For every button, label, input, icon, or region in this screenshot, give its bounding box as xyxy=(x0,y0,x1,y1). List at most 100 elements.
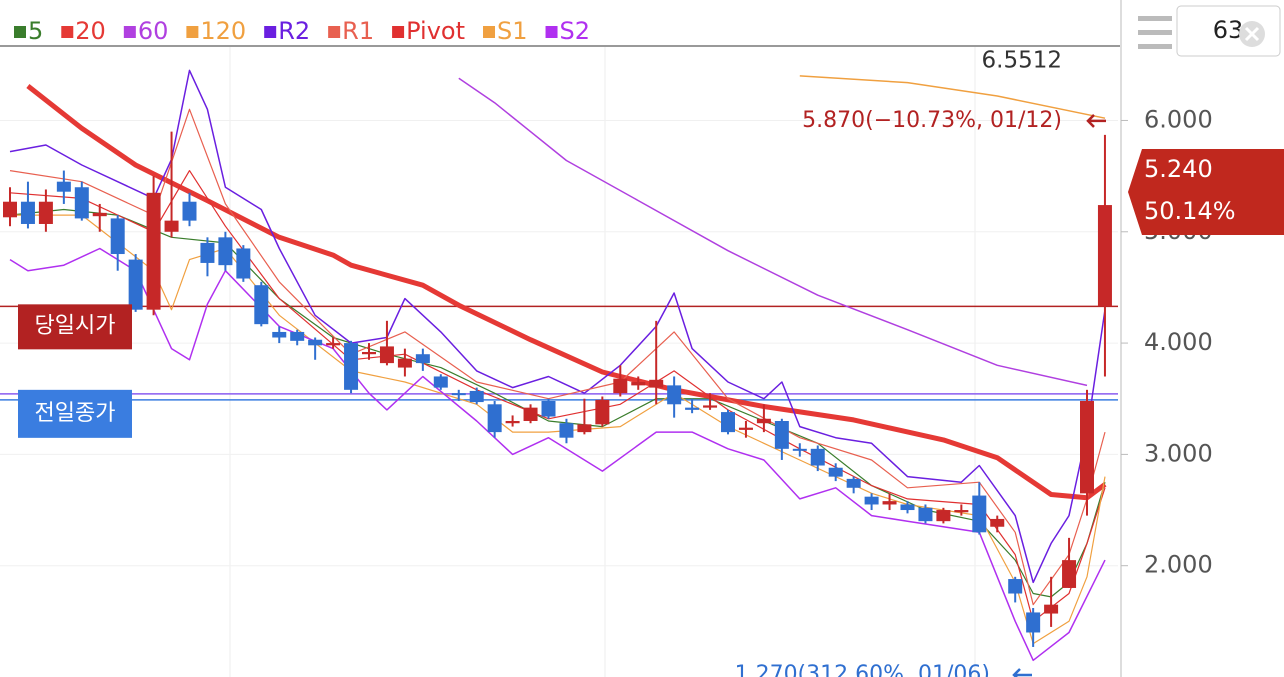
candle-body xyxy=(756,418,771,424)
candle-body xyxy=(990,518,1005,527)
prev-close-label-box xyxy=(18,389,132,438)
candle-body xyxy=(469,390,484,403)
candle-body xyxy=(505,420,520,424)
open-label: 당일시가 xyxy=(35,313,116,338)
candle-body xyxy=(182,201,197,221)
candle-body xyxy=(379,346,394,364)
menu-icon[interactable] xyxy=(1138,16,1172,49)
axis-max-label: 6.5512 xyxy=(982,48,1062,74)
candle-body xyxy=(92,212,107,217)
high-annotation: 5.870(−10.73%, 01/12) xyxy=(802,108,1062,133)
legend-swatch xyxy=(264,26,277,38)
candle-body xyxy=(972,495,987,533)
candle-body xyxy=(703,405,718,408)
candle-body xyxy=(487,404,502,433)
menu-bar xyxy=(1138,30,1172,35)
price-label: 5.240 xyxy=(1144,155,1213,183)
candle-body xyxy=(1097,205,1112,307)
candle-body xyxy=(20,201,35,224)
plot: 2.0003.0004.0005.0006.0006.5512당일시가전일종가5… xyxy=(0,17,1284,677)
y-tick-label: 4.000 xyxy=(1144,328,1213,356)
candle-body xyxy=(397,358,412,368)
candle-body xyxy=(74,187,89,219)
y-tick-label: 2.000 xyxy=(1144,551,1213,579)
series-line xyxy=(9,170,1106,622)
candle-body xyxy=(595,399,610,425)
candle-body xyxy=(810,448,825,466)
high-arrow xyxy=(1086,114,1106,128)
candle-body xyxy=(1062,560,1077,588)
open-label-box xyxy=(18,304,132,350)
legend-label: S1 xyxy=(497,17,528,45)
legend-swatch xyxy=(186,26,199,38)
candle-body xyxy=(792,448,807,451)
legend-label: 20 xyxy=(75,17,106,45)
legend-swatch xyxy=(392,26,405,38)
candle-body xyxy=(236,248,251,279)
series-line xyxy=(26,84,1107,501)
candle-body xyxy=(541,400,556,417)
candle-body xyxy=(433,376,448,388)
candle-body xyxy=(828,467,843,477)
candle-body xyxy=(667,385,682,405)
legend-label: S2 xyxy=(560,17,591,45)
legend-swatch xyxy=(123,26,136,38)
candle-body xyxy=(577,424,592,433)
candle-body xyxy=(1044,604,1059,614)
candle-body xyxy=(38,201,53,224)
legend-label: R1 xyxy=(342,17,374,45)
candle-body xyxy=(631,382,646,386)
candle-body xyxy=(1008,579,1023,594)
menu-bar xyxy=(1138,44,1172,49)
legend-label: Pivot xyxy=(406,17,465,45)
candle-body xyxy=(200,242,215,263)
candle-body xyxy=(362,351,376,355)
prev-close-label: 전일종가 xyxy=(35,401,116,426)
legend-swatch xyxy=(14,26,26,38)
candle-body xyxy=(290,331,305,341)
candle-body xyxy=(164,220,179,232)
candle-body xyxy=(272,331,287,338)
series-line xyxy=(9,247,1106,662)
candle-body xyxy=(1026,612,1041,633)
legend-swatch xyxy=(61,26,74,38)
candle-body xyxy=(110,218,125,255)
series-line xyxy=(799,75,1106,119)
clear-x xyxy=(1244,26,1260,42)
candle-body xyxy=(344,343,359,390)
candle-body xyxy=(846,478,861,488)
candle-body xyxy=(882,501,897,505)
candle-body xyxy=(685,407,700,410)
clear-button[interactable] xyxy=(1239,21,1265,47)
y-tick-label: 6.000 xyxy=(1144,105,1213,133)
price-box xyxy=(1128,149,1284,236)
candle-body xyxy=(900,504,915,511)
candle-body xyxy=(864,496,879,505)
candle-body xyxy=(613,378,628,394)
candle-body xyxy=(56,181,71,192)
candle-body xyxy=(954,510,969,513)
candle-body xyxy=(146,192,161,310)
low-annotation: 1.270(312.60%, 01/06) xyxy=(735,662,990,677)
candle-body xyxy=(326,343,341,346)
candle-body xyxy=(3,201,17,218)
candle-body xyxy=(649,379,664,388)
legend-label: 120 xyxy=(200,17,246,45)
candle-body xyxy=(451,393,466,396)
menu-bar xyxy=(1138,16,1172,21)
candle-body xyxy=(254,285,269,325)
series-line xyxy=(9,108,1106,606)
change-label: 50.14% xyxy=(1144,197,1236,225)
candle-body xyxy=(523,407,538,421)
grid xyxy=(229,47,976,677)
candle-body xyxy=(1080,400,1094,494)
candle-body xyxy=(738,427,753,430)
candle-body xyxy=(559,423,574,438)
candle-body xyxy=(415,354,430,364)
candle-body xyxy=(774,420,789,449)
legend-label: 60 xyxy=(138,17,169,45)
legend-label: R2 xyxy=(278,17,310,45)
